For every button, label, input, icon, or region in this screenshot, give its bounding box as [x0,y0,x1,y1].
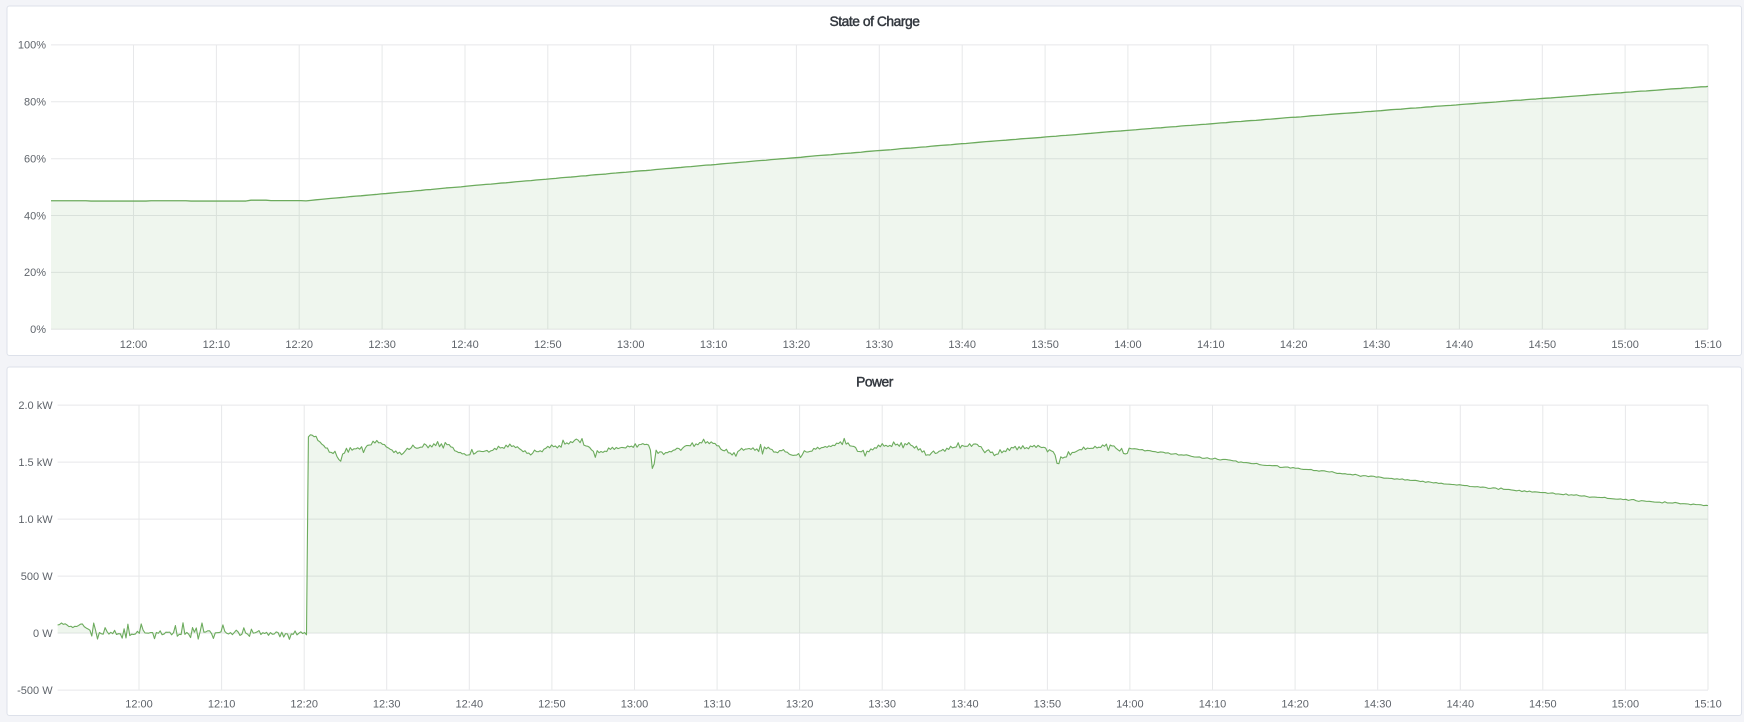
svg-text:14:20: 14:20 [1280,339,1308,351]
svg-text:13:30: 13:30 [866,339,894,351]
svg-text:Power: Power [856,374,894,389]
svg-text:14:40: 14:40 [1447,699,1475,711]
svg-text:13:00: 13:00 [621,699,649,711]
svg-text:1.0 kW: 1.0 kW [18,514,53,526]
svg-text:12:10: 12:10 [208,699,236,711]
svg-text:13:40: 13:40 [951,699,979,711]
svg-text:0 W: 0 W [33,628,53,640]
svg-text:12:00: 12:00 [125,699,153,711]
svg-text:0%: 0% [30,324,46,336]
svg-text:15:10: 15:10 [1694,339,1722,351]
svg-text:14:50: 14:50 [1529,699,1557,711]
svg-text:13:00: 13:00 [617,339,645,351]
svg-text:14:00: 14:00 [1116,699,1144,711]
svg-text:14:10: 14:10 [1197,339,1225,351]
svg-text:14:40: 14:40 [1446,339,1474,351]
svg-text:2.0 kW: 2.0 kW [18,400,53,412]
svg-text:State of Charge: State of Charge [830,14,921,29]
svg-text:15:10: 15:10 [1694,699,1722,711]
svg-text:13:20: 13:20 [786,699,814,711]
svg-text:15:00: 15:00 [1612,699,1640,711]
svg-text:13:20: 13:20 [783,339,811,351]
svg-text:12:30: 12:30 [368,339,396,351]
svg-text:12:40: 12:40 [451,339,479,351]
svg-text:20%: 20% [24,267,46,279]
svg-text:60%: 60% [24,154,46,166]
svg-text:14:30: 14:30 [1363,339,1391,351]
svg-text:12:30: 12:30 [373,699,401,711]
svg-text:500 W: 500 W [21,571,53,583]
svg-text:12:50: 12:50 [534,339,562,351]
svg-text:13:30: 13:30 [868,699,896,711]
svg-text:13:10: 13:10 [700,339,728,351]
svg-text:15:00: 15:00 [1611,339,1639,351]
svg-text:1.5 kW: 1.5 kW [18,457,53,469]
svg-text:14:10: 14:10 [1199,699,1227,711]
svg-text:-500 W: -500 W [17,685,53,697]
svg-text:12:00: 12:00 [120,339,148,351]
svg-text:14:00: 14:00 [1114,339,1142,351]
svg-text:13:10: 13:10 [703,699,731,711]
svg-text:40%: 40% [24,210,46,222]
svg-text:12:20: 12:20 [290,699,318,711]
svg-text:13:50: 13:50 [1034,699,1062,711]
svg-text:12:50: 12:50 [538,699,566,711]
svg-text:12:10: 12:10 [203,339,231,351]
svg-text:12:20: 12:20 [285,339,313,351]
svg-text:13:40: 13:40 [948,339,976,351]
svg-text:13:50: 13:50 [1031,339,1059,351]
svg-text:14:50: 14:50 [1529,339,1557,351]
svg-text:12:40: 12:40 [456,699,484,711]
svg-text:14:30: 14:30 [1364,699,1392,711]
svg-text:14:20: 14:20 [1281,699,1309,711]
svg-text:80%: 80% [24,97,46,109]
svg-text:100%: 100% [18,40,46,52]
